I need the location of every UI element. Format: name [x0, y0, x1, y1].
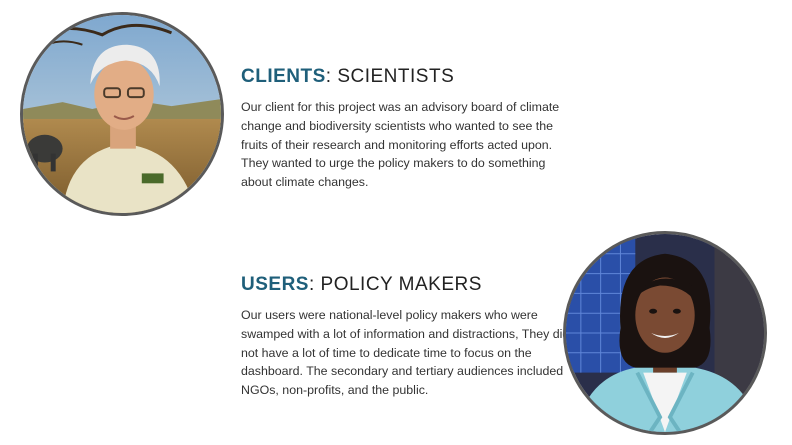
clients-section: CLIENTS: SCIENTISTS Our client for this …	[241, 66, 571, 192]
users-heading-rest: : POLICY MAKERS	[308, 274, 482, 295]
users-heading-accent: USERS	[241, 274, 309, 295]
users-description: Our users were national-level policy mak…	[241, 308, 570, 398]
policy-maker-photo	[566, 234, 764, 432]
clients-heading-accent: CLIENTS	[241, 66, 326, 87]
policy-maker-avatar	[563, 231, 767, 435]
clients-heading: CLIENTS: SCIENTISTS	[241, 66, 571, 88]
scientist-avatar	[20, 12, 224, 216]
clients-description: Our client for this project was an advis…	[241, 100, 560, 190]
users-heading: USERS: POLICY MAKERS	[241, 274, 571, 296]
scientist-photo	[23, 15, 221, 213]
clients-heading-rest: : SCIENTISTS	[325, 66, 455, 87]
users-section: USERS: POLICY MAKERS Our users were nati…	[241, 274, 571, 400]
